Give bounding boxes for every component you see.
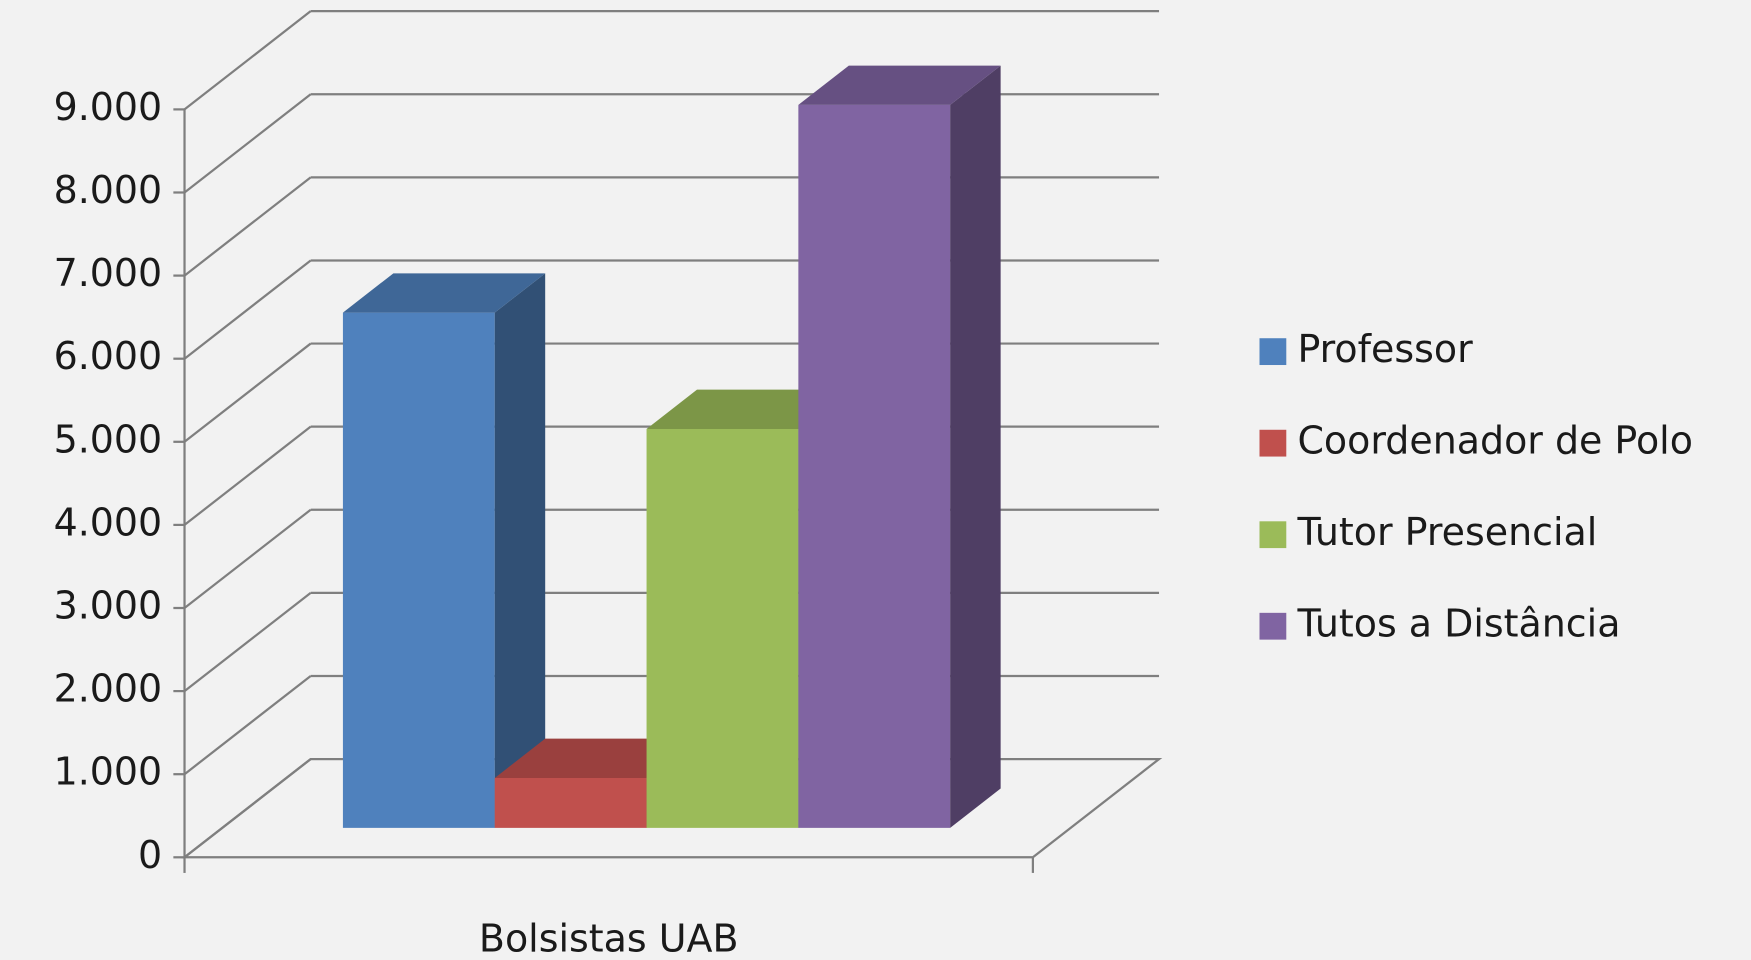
x-tick-label: Bolsistas UAB: [479, 917, 739, 960]
y-tick-label: 5.000: [54, 417, 163, 461]
bar-top: [342, 273, 546, 313]
side-grid-line: [183, 758, 312, 859]
legend-swatch: [1259, 338, 1287, 366]
legend-swatch: [1259, 612, 1287, 640]
side-grid-line: [183, 425, 312, 526]
side-grid-line: [183, 10, 312, 111]
y-tick-label: 6.000: [54, 334, 163, 378]
legend-label: Tutos a Distância: [1296, 602, 1620, 646]
legend-label: Coordenador de Polo: [1297, 419, 1692, 463]
side-grid-line: [183, 675, 312, 776]
y-tick-label: 3.000: [54, 584, 163, 628]
bar-top: [494, 738, 698, 778]
y-tick-label: 9.000: [54, 85, 163, 129]
legend-swatch: [1259, 521, 1287, 549]
bar-top: [798, 65, 1001, 105]
bar-front: [646, 428, 799, 828]
y-tick-label: 0: [138, 833, 162, 877]
side-grid-line: [183, 508, 312, 609]
bar-front: [798, 104, 951, 828]
y-tick-label: 2.000: [54, 667, 163, 711]
side-grid-line: [183, 93, 312, 194]
y-tick-label: 7.000: [54, 251, 163, 295]
bar-front: [494, 777, 647, 828]
legend-label: Tutor Presencial: [1296, 510, 1597, 554]
bar-front: [342, 312, 495, 828]
y-tick-label: 1.000: [54, 750, 163, 794]
side-grid-line: [183, 176, 312, 277]
bar-top: [646, 389, 849, 429]
side-grid-line: [183, 591, 312, 692]
y-tick-label: 4.000: [54, 500, 163, 544]
legend-label: Professor: [1297, 327, 1473, 371]
bar-side: [494, 273, 546, 828]
legend-swatch: [1259, 429, 1287, 457]
bar: [342, 273, 546, 828]
side-grid-line: [183, 259, 312, 360]
side-grid-line: [183, 342, 312, 443]
bar-side: [950, 65, 1001, 828]
bar: [798, 65, 1001, 828]
y-tick-label: 8.000: [54, 168, 163, 212]
